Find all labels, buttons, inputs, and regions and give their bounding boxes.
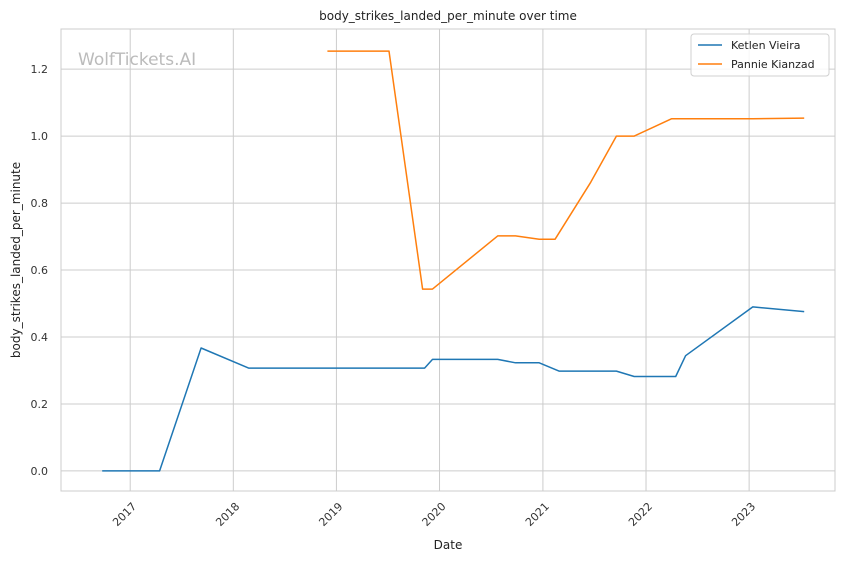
x-axis-label: Date xyxy=(434,538,463,552)
y-tick-label: 1.0 xyxy=(31,130,49,143)
y-tick-label: 0.0 xyxy=(31,465,49,478)
y-tick-label: 0.8 xyxy=(31,197,49,210)
legend-label-series-1: Ketlen Vieira xyxy=(731,39,800,52)
legend-box xyxy=(690,33,830,77)
legend-label-series-2: Pannie Kianzad xyxy=(731,58,815,71)
grid xyxy=(61,29,835,491)
watermark-text: WolfTickets.AI xyxy=(78,50,196,70)
y-tick-label: 0.2 xyxy=(31,398,49,411)
y-axis-label: body_strikes_landed_per_minute xyxy=(9,162,23,358)
plot-area-frame xyxy=(60,28,836,492)
series-line-1 xyxy=(102,306,805,472)
y-tick-label: 0.6 xyxy=(31,264,49,277)
series-lines xyxy=(102,50,805,472)
y-axis-ticks: 0.0 0.2 0.4 0.6 0.8 1.0 1.2 xyxy=(31,63,49,478)
legend: Ketlen Vieira Pannie Kianzad xyxy=(690,33,830,77)
chart-title: body_strikes_landed_per_minute over time xyxy=(319,9,577,23)
y-tick-label: 0.4 xyxy=(31,331,49,344)
series-line-2 xyxy=(327,50,805,290)
y-tick-label: 1.2 xyxy=(31,63,49,76)
